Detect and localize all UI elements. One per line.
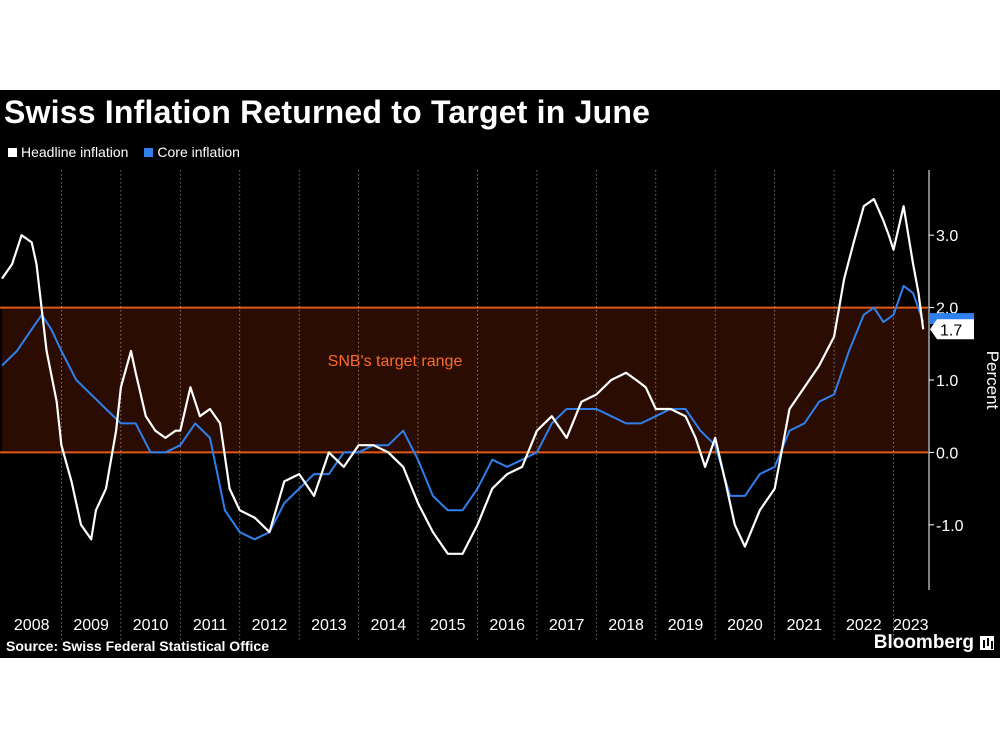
x-tick-label: 2018	[608, 617, 644, 634]
x-tick-label: 2012	[252, 617, 288, 634]
legend-swatch-headline	[8, 147, 17, 157]
bloomberg-icon	[980, 636, 994, 650]
x-tick-label: 2014	[371, 617, 407, 634]
x-tick-label: 2020	[727, 617, 763, 634]
y-tick-label: 0.0	[936, 445, 958, 462]
series-line-headline	[1, 197, 925, 555]
target-band	[2, 307, 928, 453]
headline-last-value-label: 1.7	[940, 322, 962, 339]
x-tick-label: 2008	[14, 617, 50, 634]
x-tick-label: 2016	[489, 617, 525, 634]
x-tick-label: 2013	[311, 617, 347, 634]
brand-text: Bloomberg	[873, 632, 974, 653]
chart-title: Swiss Inflation Returned to Target in Ju…	[4, 94, 651, 130]
series-line-core	[1, 284, 925, 541]
line-chart: 2008 2009 2010 2011 2012 2013 2014 2015 2016 2017…	[0, 170, 1000, 640]
y-axis-label: Percent	[983, 351, 1000, 410]
source-note: Source: Swiss Federal Statistical Office	[6, 638, 269, 654]
x-tick-label: 2017	[549, 617, 585, 634]
legend-item-core: Core inflation	[144, 144, 240, 160]
x-tick-label: 2010	[133, 617, 169, 634]
bloomberg-logo: Bloomberg	[874, 632, 994, 654]
legend-label-headline: Headline inflation	[21, 144, 129, 160]
x-tick-label: 2009	[73, 617, 109, 634]
chart-panel: Swiss Inflation Returned to Target in Ju…	[0, 90, 1000, 658]
x-tick-label: 2022	[846, 617, 882, 634]
legend: Headline inflation Core inflation	[8, 144, 240, 160]
headline-last-value-tag	[930, 319, 974, 340]
legend-item-headline: Headline inflation	[8, 144, 128, 160]
y-tick-label: 1.0	[936, 373, 958, 390]
x-tick-label: 2011	[193, 617, 228, 634]
legend-swatch-core	[144, 147, 154, 157]
x-tick-label: 2023	[893, 617, 929, 634]
y-tick-label: 3.0	[936, 228, 958, 245]
y-tick-label: -1.0	[936, 518, 964, 535]
x-tick-label: 2015	[430, 617, 466, 634]
core-last-value-tag	[930, 313, 974, 325]
target-range-label: SNB's target range	[328, 353, 463, 370]
legend-label-core: Core inflation	[157, 144, 240, 160]
x-tick-label: 2019	[668, 617, 704, 634]
x-tick-label: 2021	[787, 617, 823, 634]
